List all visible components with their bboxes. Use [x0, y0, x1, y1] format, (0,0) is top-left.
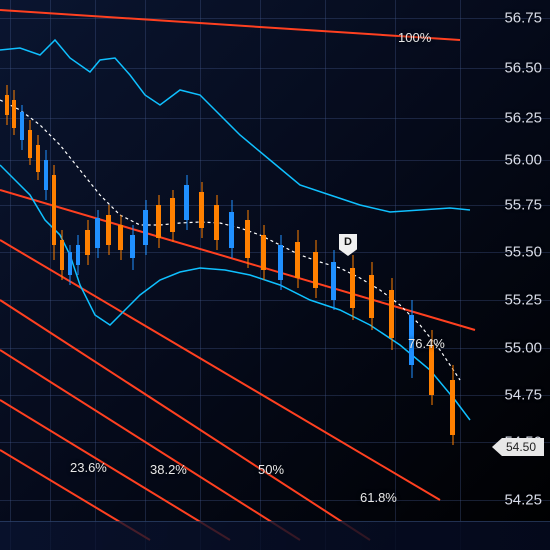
y-axis-tick-label: 56.50	[504, 60, 542, 77]
candle	[214, 0, 219, 550]
candle	[36, 0, 40, 550]
grid-line-vertical	[50, 0, 51, 550]
candle	[52, 0, 56, 550]
candle	[450, 0, 455, 550]
fibonacci-level-label: 23.6%	[70, 460, 107, 475]
y-axis-tick-label: 54.25	[504, 492, 542, 509]
candle	[429, 0, 434, 550]
candle	[331, 0, 336, 550]
fibonacci-line	[0, 400, 230, 540]
y-axis-tick-label: 56.00	[504, 152, 542, 169]
y-axis-tick-label: 56.25	[504, 110, 542, 127]
grid-line-horizontal	[0, 300, 550, 301]
candle	[369, 0, 374, 550]
grid-line-vertical	[325, 0, 326, 550]
y-axis-tick-label: 55.75	[504, 197, 542, 214]
grid-line-vertical	[460, 0, 461, 550]
fibonacci-level-label: 100%	[398, 30, 431, 45]
current-price-value: 54.50	[506, 440, 536, 454]
y-axis-tick-label: 56.75	[504, 10, 542, 27]
grid-line-horizontal	[0, 118, 550, 119]
grid-line-horizontal	[0, 348, 550, 349]
candle	[20, 0, 24, 550]
trading-chart[interactable]: 56.75 56.50 56.25 56.00 55.75 55.50 55.25 55.00…	[0, 0, 550, 550]
candle	[245, 0, 250, 550]
y-axis-tick-label: 55.25	[504, 292, 542, 309]
grid-line-horizontal	[0, 68, 550, 69]
grid-line-horizontal	[0, 500, 550, 501]
candle	[60, 0, 64, 550]
grid-line-horizontal	[0, 205, 550, 206]
grid-line-vertical	[10, 0, 11, 550]
candle	[143, 0, 148, 550]
candle	[229, 0, 234, 550]
grid-line-horizontal	[0, 252, 550, 253]
y-axis-tick-label: 55.50	[504, 244, 542, 261]
fibonacci-level-label: 38.2%	[150, 462, 187, 477]
candle	[44, 0, 48, 550]
candle	[389, 0, 394, 550]
candle	[5, 0, 9, 550]
grid-line-horizontal	[0, 395, 550, 396]
current-price-tag: 54.50	[492, 438, 544, 456]
fibonacci-level-label: 61.8%	[360, 490, 397, 505]
grid-line-horizontal	[0, 442, 550, 443]
timeline-strip[interactable]	[0, 521, 550, 550]
candle	[313, 0, 318, 550]
y-axis-tick-label: 54.75	[504, 387, 542, 404]
fibonacci-level-label: 50%	[258, 462, 284, 477]
candle	[130, 0, 135, 550]
candle	[118, 0, 123, 550]
candle	[350, 0, 355, 550]
grid-line-horizontal	[0, 18, 550, 19]
candle	[409, 0, 414, 550]
grid-line-vertical	[395, 0, 396, 550]
fibonacci-line	[0, 240, 440, 500]
y-axis-tick-label: 55.00	[504, 340, 542, 357]
candle	[28, 0, 32, 550]
candle	[295, 0, 300, 550]
candle	[199, 0, 204, 550]
fibonacci-level-label: 76.4%	[408, 336, 445, 351]
marker-d-label: D	[344, 236, 352, 248]
grid-line-horizontal	[0, 160, 550, 161]
candle	[12, 0, 16, 550]
